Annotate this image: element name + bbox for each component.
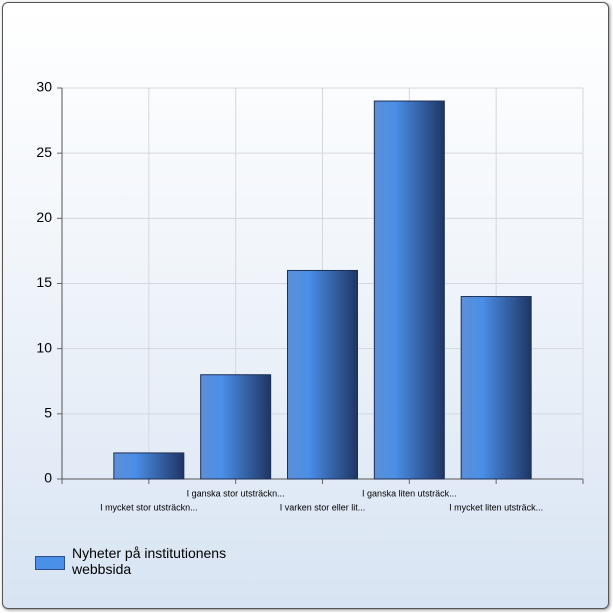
bar (287, 269, 358, 480)
bar (460, 296, 532, 480)
y-tick-label: 20 (36, 209, 52, 225)
x-tick-label: I mycket liten utsträck... (449, 502, 543, 512)
y-tick-label: 10 (36, 339, 52, 355)
x-tick-label: I mycket stor utsträckn... (100, 502, 198, 512)
x-tick-label: I varken stor eller lit... (280, 502, 366, 512)
x-tick-label: I ganska stor utsträckn... (187, 488, 285, 498)
y-tick-label: 0 (44, 470, 52, 486)
legend: Nyheter på institutionens webbsida (35, 545, 262, 577)
y-tick-label: 15 (36, 274, 52, 290)
y-tick-label: 25 (36, 144, 52, 160)
y-tick-label: 5 (44, 405, 52, 421)
x-tick-label: I ganska liten utsträck... (362, 488, 457, 498)
bar (373, 100, 445, 480)
bar (113, 452, 185, 480)
legend-label: Nyheter på institutionens webbsida (72, 545, 227, 577)
bar (200, 374, 272, 480)
y-tick-label: 30 (36, 79, 52, 95)
legend-swatch (35, 556, 65, 570)
